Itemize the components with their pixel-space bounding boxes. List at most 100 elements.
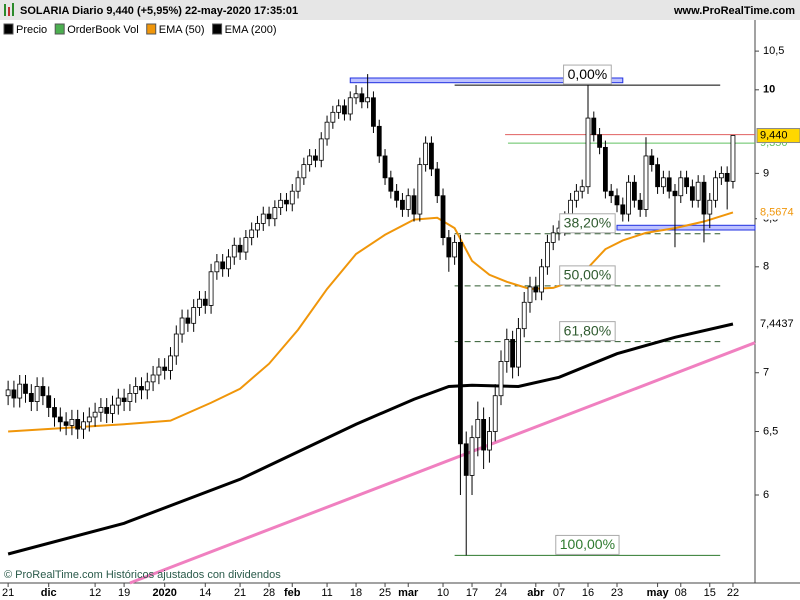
candle-body <box>550 232 556 243</box>
candle-body <box>492 395 498 432</box>
candle-body <box>133 386 139 394</box>
x-tick-label: 23 <box>611 587 623 599</box>
candle-body <box>730 135 736 182</box>
x-tick-label: 28 <box>263 587 275 599</box>
candle-body <box>423 142 429 166</box>
x-tick-label: dic <box>41 587 57 599</box>
candle-body <box>394 190 400 201</box>
candle-body <box>452 242 458 258</box>
price-label-box <box>757 316 800 331</box>
app-icon <box>8 7 10 16</box>
x-tick-label: abr <box>527 587 545 599</box>
price-label: 9,440 <box>760 129 788 141</box>
source: www.ProRealTime.com <box>673 5 795 17</box>
candle-body <box>63 421 69 426</box>
candle-body <box>104 407 110 414</box>
x-tick-label: 21 <box>2 587 14 599</box>
candle-body <box>220 261 226 270</box>
y-tick-label: 7 <box>763 367 769 379</box>
plot-area: 0,00% 38,20% 50,00% 61,80% 100,00% <box>5 64 756 585</box>
candle-body <box>330 111 336 123</box>
app-icon <box>4 4 6 16</box>
candle-body <box>689 186 695 201</box>
candle-body <box>185 317 191 324</box>
candle-body <box>602 146 608 192</box>
candle-body <box>521 301 527 330</box>
candle-body <box>57 416 63 423</box>
candle-body <box>458 242 463 445</box>
candle-body <box>440 195 446 239</box>
x-tick-label: 22 <box>727 587 739 599</box>
candle-body <box>289 190 295 205</box>
candle-body <box>620 204 626 215</box>
legend-bg <box>0 21 280 37</box>
price-label: 7,4437 <box>760 318 794 330</box>
candle-body <box>301 164 307 179</box>
price-label-box <box>757 205 800 220</box>
fib-label-box <box>563 64 612 85</box>
candle-body <box>243 237 249 253</box>
candle-body <box>46 395 52 408</box>
candle-body <box>707 199 713 215</box>
candle-body <box>446 237 452 258</box>
fib-label-box <box>559 321 616 342</box>
candle-body <box>417 164 423 215</box>
y-tick-label: 6,5 <box>763 425 778 437</box>
candle-body <box>191 307 197 324</box>
candle-body <box>92 411 98 418</box>
candle-body <box>672 190 678 197</box>
candle-body <box>156 366 162 376</box>
candle-body <box>597 134 602 148</box>
y-tick-label: 8 <box>763 261 769 273</box>
candle-body <box>516 328 521 368</box>
candle-body <box>249 229 255 239</box>
legend-swatch <box>146 23 157 35</box>
candle-body <box>684 177 689 188</box>
candle-body <box>660 177 666 188</box>
candle-body <box>144 381 150 391</box>
x-tick-label: feb <box>284 587 301 599</box>
candle-body <box>110 404 115 414</box>
candle-body <box>614 195 620 206</box>
candle-body <box>75 419 81 430</box>
candle-body <box>475 419 481 439</box>
candle-body <box>382 155 388 179</box>
candle-body <box>463 443 469 476</box>
candle-body <box>115 397 121 406</box>
candle-body <box>214 261 220 273</box>
candle-body <box>643 155 649 210</box>
candle-body <box>208 271 214 306</box>
fib-label-box <box>559 213 616 234</box>
candle-body <box>324 121 330 140</box>
candle-body <box>17 383 23 399</box>
x-tick-label: 12 <box>89 587 101 599</box>
candle-body <box>533 286 539 293</box>
legend-swatch <box>54 23 65 35</box>
candle-body <box>655 164 660 188</box>
x-tick-label: 2020 <box>152 587 176 599</box>
candle-body <box>342 105 347 115</box>
candle-body <box>359 93 365 103</box>
candle-body <box>539 266 545 293</box>
fib-label: 38,20% <box>564 215 611 231</box>
candle-body <box>307 155 313 166</box>
candle-body <box>718 172 724 179</box>
y-tick-label: 10 <box>763 84 775 96</box>
y-tick-label: 9 <box>763 167 769 179</box>
candle-body <box>121 397 127 402</box>
fib-label: 61,80% <box>564 322 611 338</box>
x-tick-label: may <box>647 587 670 599</box>
candle-body <box>411 195 417 215</box>
candle-body <box>81 421 86 430</box>
candle-body <box>139 386 144 391</box>
candle-body <box>510 339 516 368</box>
x-tick-label: 24 <box>495 587 507 599</box>
fib-label-box <box>555 534 620 555</box>
candle-body <box>371 97 376 127</box>
app-icon <box>12 3 14 16</box>
x-tick-label: 25 <box>379 587 391 599</box>
fib-label: 100,00% <box>560 536 615 552</box>
candle-body <box>347 97 353 115</box>
candle-body <box>713 177 718 201</box>
x-tick-label: 08 <box>675 587 687 599</box>
